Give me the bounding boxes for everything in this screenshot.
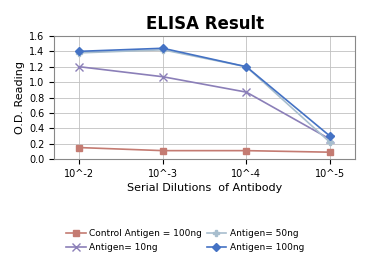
- Control Antigen = 100ng: [328, 151, 332, 154]
- Antigen= 50ng: [328, 141, 332, 144]
- Antigen= 10ng: [77, 65, 82, 68]
- Y-axis label: O.D. Reading: O.D. Reading: [15, 61, 25, 134]
- Antigen= 100ng: [244, 65, 249, 68]
- Legend: Control Antigen = 100ng, Antigen= 10ng, Antigen= 50ng, Antigen= 100ng: Control Antigen = 100ng, Antigen= 10ng, …: [62, 226, 308, 256]
- X-axis label: Serial Dilutions  of Antibody: Serial Dilutions of Antibody: [127, 183, 282, 193]
- Line: Antigen= 50ng: Antigen= 50ng: [76, 46, 333, 146]
- Line: Control Antigen = 100ng: Control Antigen = 100ng: [77, 145, 333, 155]
- Control Antigen = 100ng: [161, 149, 165, 152]
- Antigen= 100ng: [77, 50, 82, 53]
- Antigen= 50ng: [161, 48, 165, 51]
- Antigen= 50ng: [77, 51, 82, 54]
- Line: Antigen= 10ng: Antigen= 10ng: [75, 63, 334, 143]
- Antigen= 10ng: [244, 90, 249, 94]
- Control Antigen = 100ng: [244, 149, 249, 152]
- Antigen= 100ng: [161, 47, 165, 50]
- Control Antigen = 100ng: [77, 146, 82, 149]
- Antigen= 100ng: [328, 134, 332, 138]
- Title: ELISA Result: ELISA Result: [145, 15, 264, 33]
- Antigen= 50ng: [244, 65, 249, 68]
- Antigen= 10ng: [328, 138, 332, 141]
- Antigen= 10ng: [161, 75, 165, 78]
- Line: Antigen= 100ng: Antigen= 100ng: [77, 46, 333, 139]
